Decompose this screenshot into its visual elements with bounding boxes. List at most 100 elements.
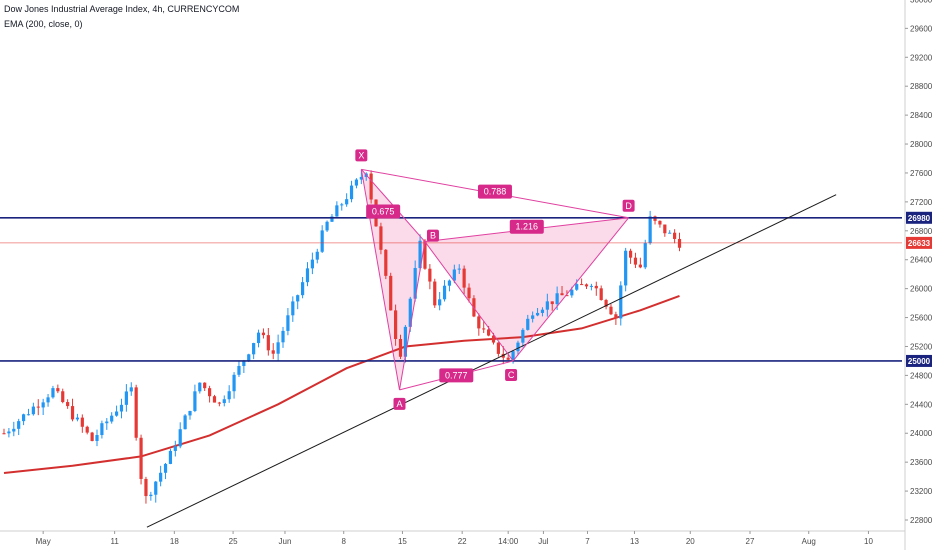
candle-body [154, 481, 158, 495]
candle-body [320, 230, 324, 252]
y-tick-label: 26400 [910, 256, 932, 265]
ratio-badge-1.216[interactable] [509, 219, 544, 234]
candle-body [159, 472, 163, 482]
x-tick-label: 18 [170, 537, 179, 546]
candle-body [452, 269, 456, 281]
trendline[interactable] [146, 194, 837, 528]
y-tick-label: 24400 [910, 400, 932, 409]
price-axis[interactable]: 22800 23200 23600 24000 24400 24800 25200 25600… [904, 0, 932, 550]
ratio-badge-0.675[interactable] [366, 204, 401, 219]
candle-body [496, 342, 500, 354]
x-tick-label: 7 [585, 537, 590, 546]
candle-body [379, 226, 383, 250]
candle-body [535, 312, 540, 316]
candle-body [398, 338, 403, 357]
candle-body [203, 382, 207, 389]
candle-body [575, 284, 579, 290]
y-tick-label: 29600 [910, 24, 932, 33]
candle-body [624, 250, 628, 286]
candle-body [139, 437, 143, 479]
candle-body [2, 433, 6, 435]
candle-body [129, 387, 133, 392]
candle-body [633, 257, 638, 265]
pattern-leg-cd [512, 217, 629, 362]
candle-body [413, 268, 417, 299]
y-tick-label: 26000 [910, 285, 932, 294]
candle-body [296, 295, 300, 302]
candle-body [614, 314, 618, 319]
ema-200-line [3, 294, 680, 474]
candle-body [51, 388, 55, 398]
candle-body [261, 332, 266, 336]
candle-body [511, 351, 515, 360]
candle-body [531, 315, 535, 319]
candle-body [467, 287, 471, 299]
candle-body [119, 404, 124, 412]
candle-body [80, 417, 84, 427]
chart-title: Dow Jones Industrial Average Index, 4h, … [4, 4, 239, 14]
x-tick-label: 11 [110, 537, 119, 546]
candle-body [354, 179, 359, 186]
candle-body [12, 428, 16, 432]
candle-body [589, 285, 593, 287]
point-badge-b[interactable] [426, 229, 439, 242]
ratio-label-1.216: 1.216 [516, 222, 539, 232]
candle-body [340, 204, 344, 206]
candle-body [242, 360, 246, 366]
candle-body [207, 388, 212, 397]
indicator-label: EMA (200, close, 0) [4, 19, 83, 29]
candle-body [305, 268, 310, 283]
candle-body [389, 275, 393, 311]
point-badge-a[interactable] [393, 397, 406, 410]
candle-body [668, 232, 672, 234]
ratio-badge-0.788[interactable] [477, 184, 512, 199]
time-axis[interactable]: May 11 18 25 Jun 8 15 22 14:00 Jul 7 13 20 27 Aug 10 [0, 530, 905, 546]
x-tick-label: 20 [686, 537, 695, 546]
candle-body [217, 402, 221, 404]
candle-body [21, 414, 26, 422]
candle-body [433, 281, 437, 306]
candle-body [604, 300, 608, 307]
candle-body [41, 402, 45, 408]
candle-body [286, 315, 290, 331]
candle-body [310, 259, 314, 269]
candle-body [300, 282, 305, 296]
candle-body [193, 391, 197, 411]
point-badge-d[interactable] [622, 199, 635, 212]
candle-body [506, 357, 510, 360]
x-tick-label: Jun [279, 537, 292, 546]
horizontal-levels[interactable] [0, 216, 902, 362]
candle-body [252, 343, 256, 355]
candle-body [457, 268, 461, 270]
pattern-triangle-bcd [424, 217, 629, 361]
candle-body [477, 316, 481, 329]
point-label-b: B [430, 231, 436, 241]
candle-body [95, 435, 99, 441]
candle-body [423, 240, 427, 269]
candle-body [46, 397, 50, 403]
x-tick-label: Aug [802, 537, 816, 546]
candle-body [330, 216, 334, 222]
level-price-tags: 26980 25000 26633 [906, 211, 932, 367]
support-trendline[interactable] [146, 194, 837, 528]
x-tick-label: 27 [746, 537, 755, 546]
candle-body [222, 399, 226, 404]
candle-body [134, 387, 138, 438]
y-tick-label: 27600 [910, 169, 932, 178]
candle-body [673, 232, 677, 239]
candle-body [418, 240, 422, 269]
candle-body [526, 318, 530, 330]
candle-body [110, 415, 114, 422]
candle-body [565, 295, 569, 297]
harmonic-pattern-lines[interactable]: X A B C D 0.675 0.788 1.216 0.777 [355, 149, 635, 410]
ratio-label-0.788: 0.788 [484, 187, 507, 197]
ratio-badge-0.777[interactable] [439, 368, 474, 383]
point-badge-x[interactable] [355, 149, 368, 162]
point-badge-c[interactable] [505, 368, 518, 381]
candle-body [619, 285, 623, 319]
candle-body [658, 220, 662, 225]
candle-body [124, 391, 128, 405]
candle-body [545, 301, 549, 310]
